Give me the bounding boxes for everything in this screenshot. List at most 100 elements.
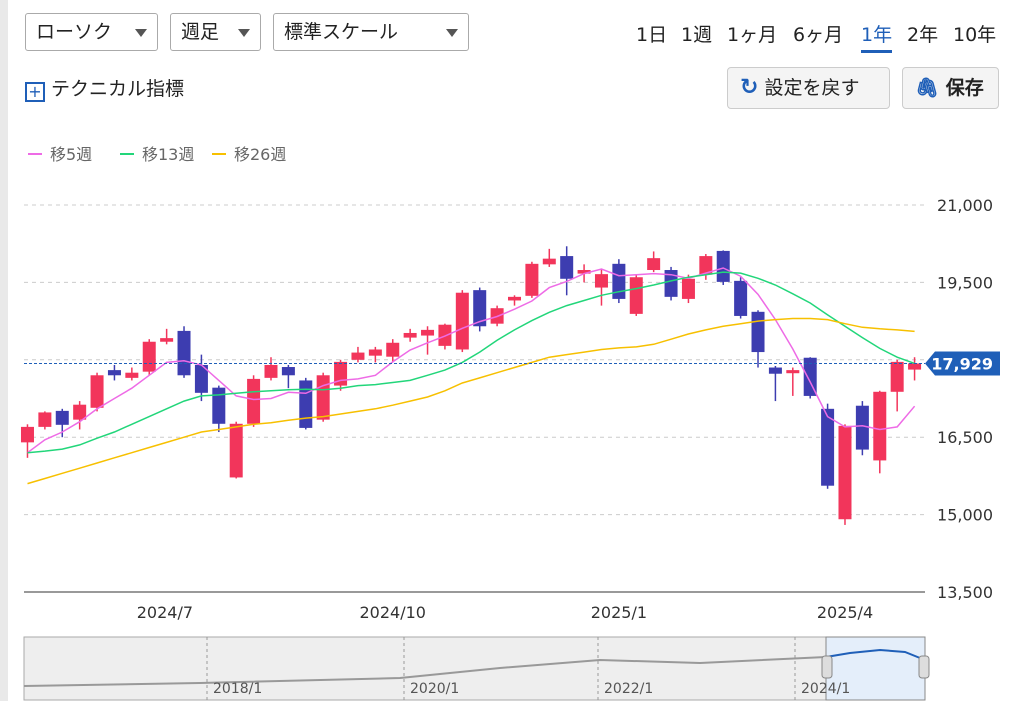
icon: ↻ — [740, 75, 759, 100]
candle-body — [542, 258, 556, 265]
x-tick-label: 2025/4 — [817, 603, 873, 622]
navigator-line — [23, 656, 827, 687]
candle-body — [160, 338, 174, 342]
candle-body — [751, 311, 765, 353]
candle-body — [403, 332, 417, 338]
navigator — [23, 636, 926, 701]
x-tick-label: 2024/10 — [360, 603, 426, 622]
candle-body — [281, 367, 295, 376]
candle-body — [716, 250, 730, 282]
candle-body — [647, 258, 661, 271]
navigator-handle[interactable] — [821, 655, 833, 679]
label: テクニカル指標 — [51, 78, 185, 100]
candle-body — [107, 370, 121, 376]
candle-body — [560, 256, 574, 279]
candle-body — [264, 364, 278, 378]
candle-body — [73, 404, 87, 420]
candle-body — [664, 270, 678, 297]
candle-body — [142, 341, 156, 372]
navigator-label: 2020/1 — [410, 681, 459, 697]
period-button[interactable]: 2年 — [907, 24, 939, 46]
candle-body — [577, 270, 591, 274]
scale-select[interactable]: 標準スケール — [273, 13, 469, 51]
candle-body — [90, 375, 104, 408]
label: 設定を戻す — [764, 77, 860, 99]
y-tick-label: 16,500 — [937, 428, 993, 447]
candle-body — [421, 329, 435, 336]
period-button[interactable]: 1日 — [636, 24, 668, 46]
ma-line — [27, 271, 915, 454]
label: 週足 — [181, 21, 220, 43]
candle-body — [890, 361, 904, 392]
current-price-box — [925, 351, 1000, 376]
candle-body — [368, 349, 382, 356]
candle-body — [316, 375, 330, 420]
x-tick-label: 2024/7 — [137, 603, 193, 622]
candle-body — [508, 296, 522, 301]
candle-body — [734, 280, 748, 316]
plus-icon: + — [25, 82, 45, 102]
candle-body — [768, 367, 782, 374]
label: 保存 — [945, 77, 984, 99]
period-button[interactable]: 1年 — [861, 20, 893, 53]
y-tick-label: 19,500 — [937, 273, 993, 292]
period-button[interactable]: 10年 — [953, 24, 997, 46]
current-price-label: 17,929 — [931, 354, 993, 373]
technical-button[interactable]: + テクニカル指標 — [25, 74, 184, 102]
label: ローソク — [36, 21, 113, 43]
save-button[interactable]: 🖇 保存 — [902, 67, 999, 109]
ma-line — [27, 267, 916, 454]
candle-body — [594, 274, 608, 288]
navigator-selected-line — [825, 648, 921, 659]
candle-body — [125, 372, 139, 378]
candle-body — [386, 342, 400, 357]
candle-body — [299, 380, 313, 428]
ma-line — [27, 317, 915, 485]
candle-body — [821, 408, 835, 486]
y-tick-label: 13,500 — [937, 583, 993, 602]
candle-body — [629, 277, 643, 314]
candle-body — [908, 363, 922, 370]
candle-body — [212, 387, 226, 424]
candle-body — [38, 412, 52, 427]
reset-button[interactable]: ↻ 設定を戻す — [727, 67, 890, 109]
navigator-label: 2022/1 — [604, 681, 653, 697]
left-bar — [0, 0, 8, 701]
candle-body — [838, 425, 852, 520]
chart-type-select[interactable]: ローソク — [25, 13, 158, 51]
candle-body — [803, 357, 817, 396]
navigator-label: 2018/1 — [213, 681, 262, 697]
y-tick-label: 21,000 — [937, 196, 993, 215]
candle-body — [681, 278, 695, 299]
candle-body — [247, 378, 261, 424]
navigator-label: 2024/1 — [801, 681, 850, 697]
x-tick-label: 2025/1 — [591, 603, 647, 622]
label: 標準スケール — [284, 21, 399, 43]
y-tick-label: 15,000 — [937, 506, 993, 525]
legend-label: 移13週 — [142, 145, 194, 164]
candle-body — [20, 426, 34, 443]
candle-body — [873, 391, 887, 461]
candle-body — [351, 352, 365, 360]
icon: 🖇 — [915, 77, 940, 99]
candle-body — [612, 263, 626, 299]
period-button[interactable]: 1週 — [681, 24, 713, 46]
candle-body — [525, 263, 539, 296]
period-button[interactable]: 1ヶ月 — [727, 24, 778, 46]
legend-label: 移26週 — [234, 145, 286, 164]
candle-body — [177, 330, 191, 376]
candle-body — [699, 256, 713, 275]
interval-select[interactable]: 週足 — [170, 13, 261, 51]
candle-body — [55, 410, 69, 425]
candle-body — [855, 405, 869, 450]
candle-body — [229, 423, 243, 478]
period-button[interactable]: 6ヶ月 — [793, 24, 844, 46]
candle-body — [455, 292, 469, 350]
legend-label: 移5週 — [50, 145, 92, 164]
candle-body — [473, 290, 487, 327]
candle-body — [786, 370, 800, 374]
candle-body — [194, 364, 208, 393]
navigator-handle[interactable] — [918, 655, 930, 679]
